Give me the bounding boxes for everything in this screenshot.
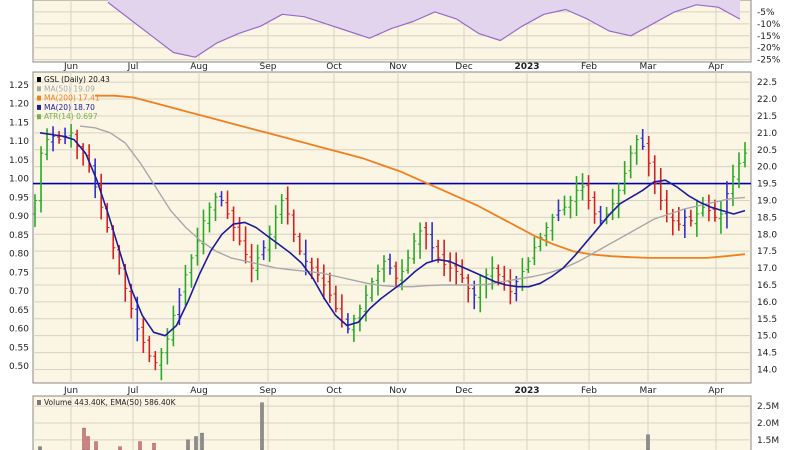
- bottom-x-tick-label: Feb: [581, 386, 597, 396]
- bottom-x-tick-label: Aug: [190, 386, 208, 396]
- right-axis-tick-label: 18.5: [757, 213, 777, 223]
- top-x-tick-label: Aug: [190, 62, 208, 72]
- bottom-x-tick-label: Apr: [708, 386, 724, 396]
- indicator-line: [107, 1, 741, 58]
- right-axis-tick-label: 21.0: [757, 129, 777, 139]
- volume-bar: [200, 432, 204, 450]
- volume-bar: [138, 441, 142, 450]
- left-axis-tick-label: 1.00: [9, 175, 29, 185]
- right-axis-tick-label: 16.5: [757, 281, 777, 291]
- ma200-line: [95, 94, 746, 259]
- price-panel: 22.5 22.0 21.5 21.0 20.5 20.0 19.5 19.0 18.5 18.0…: [9, 62, 777, 396]
- volume-bar: [38, 446, 42, 450]
- top-x-tick-label: 2023: [514, 62, 539, 72]
- left-axis-tick-label: 0.95: [9, 193, 29, 203]
- legend-swatch: [37, 104, 41, 110]
- legend-entry: GSL (Daily) 20.43: [44, 75, 110, 84]
- left-axis-tick-label: 0.80: [9, 250, 29, 260]
- volume-tick-label: 1.5M: [757, 436, 779, 446]
- left-axis-tick-label: 1.05: [9, 156, 29, 166]
- bottom-x-tick-label: Jul: [127, 386, 139, 396]
- indicator-tick-label: -15%: [757, 32, 781, 42]
- left-axis-tick-label: 1.15: [9, 118, 29, 128]
- volume-bar: [260, 402, 264, 450]
- volume-bar: [186, 439, 190, 450]
- right-axis-tick-label: 14.0: [757, 365, 777, 375]
- right-axis-tick-label: 17.0: [757, 264, 777, 274]
- indicator-tick-label: -5%: [757, 8, 775, 18]
- legend-swatch: [37, 86, 41, 92]
- volume-bar: [94, 441, 98, 450]
- indicator-tick-label: -10%: [757, 20, 781, 30]
- bottom-x-tick-label: Nov: [389, 386, 407, 396]
- top-x-tick-label: Mar: [640, 62, 657, 72]
- right-axis-tick-label: 18.0: [757, 230, 777, 240]
- right-axis-tick-label: 22.0: [757, 95, 777, 105]
- left-axis-tick-label: 1.10: [9, 137, 29, 147]
- right-axis-tick-label: 19.5: [757, 180, 777, 190]
- bottom-x-tick-label: Jun: [63, 386, 78, 396]
- volume-bar: [86, 436, 90, 450]
- left-axis-tick-label: 0.90: [9, 212, 29, 222]
- left-axis-tick-label: 0.70: [9, 287, 29, 297]
- legend-swatch: [37, 77, 41, 82]
- indicator-tick-label: -20%: [757, 44, 781, 54]
- bottom-x-tick-label: Dec: [455, 386, 472, 396]
- indicator-tick-label: -25%: [757, 56, 781, 66]
- bottom-x-tick-label: Mar: [640, 386, 657, 396]
- left-axis-tick-label: 0.65: [9, 306, 29, 316]
- right-axis-tick-label: 15.5: [757, 315, 777, 325]
- volume-bar: [82, 427, 86, 450]
- ma20-line: [39, 132, 746, 337]
- left-axis-tick-label: 1.20: [9, 100, 29, 110]
- top-x-tick-label: Oct: [326, 62, 342, 72]
- right-axis-tick-label: 16.0: [757, 298, 777, 308]
- legend-swatch: [37, 95, 41, 101]
- right-axis-tick-label: 15.0: [757, 332, 777, 342]
- legend-entry: MA(200) 17.41: [44, 94, 100, 103]
- volume-bar: [152, 443, 156, 450]
- top-x-tick-label: Nov: [389, 62, 407, 72]
- right-axis-tick-label: 19.0: [757, 196, 777, 206]
- top-x-tick-label: Feb: [581, 62, 597, 72]
- price-plot-area: [32, 71, 752, 384]
- legend-entry: MA(50) 19.09: [44, 84, 95, 93]
- bottom-x-tick-label: Oct: [326, 386, 342, 396]
- volume-legend-swatch: [37, 400, 41, 405]
- top-x-tick-label: Apr: [708, 62, 724, 72]
- left-axis-tick-label: 0.75: [9, 268, 29, 278]
- left-axis-tick-label: 0.60: [9, 325, 29, 335]
- top-x-tick-label: Jun: [63, 62, 78, 72]
- ma50-line: [79, 125, 746, 288]
- right-axis-tick-label: 21.5: [757, 112, 777, 122]
- legend-swatch: [37, 114, 41, 120]
- left-axis-tick-label: 1.25: [9, 81, 29, 91]
- right-axis-tick-label: 22.5: [757, 78, 777, 88]
- top-x-tick-label: Dec: [455, 62, 472, 72]
- legend-entry: ATR(14) 0.697: [44, 112, 98, 121]
- left-axis-tick-label: 0.85: [9, 231, 29, 241]
- left-axis-tick-label: 0.50: [9, 362, 29, 372]
- volume-bar: [646, 434, 650, 450]
- volume-legend: Volume 443.40K, EMA(50) 586.40K: [44, 398, 177, 407]
- right-axis-tick-label: 20.0: [757, 163, 777, 173]
- bottom-x-tick-label: Sep: [260, 386, 277, 396]
- volume-bar: [118, 446, 122, 450]
- legend-entry: MA(20) 18.70: [44, 103, 95, 112]
- top-x-tick-label: Sep: [260, 62, 277, 72]
- left-axis-tick-label: 0.55: [9, 343, 29, 353]
- bottom-x-tick-label: 2023: [514, 386, 539, 396]
- indicator-area-fill: [108, 0, 740, 58]
- indicator-panel: -5% -10% -15% -20% -25%: [32, 0, 781, 66]
- right-axis-tick-label: 14.5: [757, 349, 777, 359]
- top-x-tick-label: Jul: [127, 62, 139, 72]
- volume-tick-label: 2.0M: [757, 419, 779, 429]
- volume-panel: 2.5M 2.0M 1.5M Volume 443.40K, EMA(50) 586.…: [32, 395, 779, 450]
- right-axis-tick-label: 20.5: [757, 146, 777, 156]
- volume-tick-label: 2.5M: [757, 402, 779, 412]
- volume-bar: [194, 436, 198, 450]
- right-axis-tick-label: 17.5: [757, 247, 777, 257]
